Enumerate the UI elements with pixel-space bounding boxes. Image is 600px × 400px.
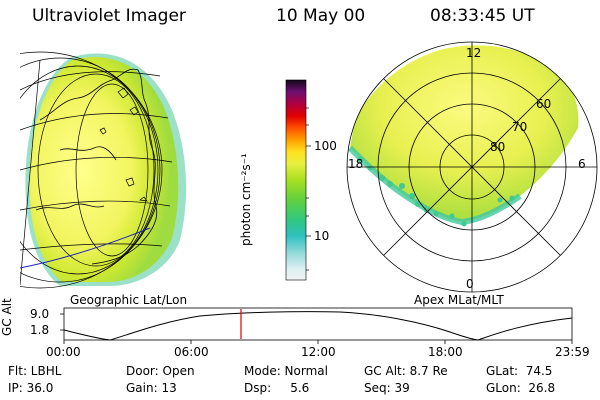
polar-panel-label: Apex MLat/MLT [414,293,504,307]
geographic-panel-label: Geographic Lat/Lon [70,293,188,307]
polar-plot [346,41,598,293]
time-tick-1800: 18:00 [428,345,463,359]
time-tick-0600: 06:00 [174,345,209,359]
time-tick-1200: 12:00 [301,345,336,359]
alt-tick-1-8: 1.8 [30,323,50,337]
geographic-panel [20,51,187,289]
mlt-label-18: 18 [348,157,364,171]
info-glon: GLon: 26.8 [486,381,556,395]
date-label: 10 May 00 [276,6,366,26]
colorbar-tick-10: 10 [314,229,330,243]
mlt-label-6: 6 [578,157,586,171]
info-door: Door: Open [126,364,195,378]
colorbar-unit: photon cm⁻²s⁻¹ [239,153,253,246]
info-dsp: Dsp: 5.6 [244,381,310,395]
altitude-curve [63,311,573,341]
mlat-label-60: 60 [536,97,552,111]
info-mode: Mode: Normal [244,364,328,378]
mlt-label-0: 0 [466,277,474,291]
info-seq: Seq: 39 [364,381,410,395]
time-tick-0000: 00:00 [46,345,81,359]
info-gcalt: GC Alt: 8.7 Re [364,364,448,378]
mlt-label-12: 12 [466,46,482,60]
coastline-islands [99,87,148,202]
mlat-label-80: 80 [490,140,506,154]
info-glat: GLat: 74.5 [486,364,553,378]
polar-auroral-region [350,45,579,223]
info-flt: Flt: LBHL [8,364,62,378]
altitude-plot [60,307,573,344]
colorbar [285,79,307,281]
info-gain: Gain: 13 [126,381,177,395]
instrument-title: Ultraviolet Imager [32,6,186,26]
time-label: 08:33:45 UT [430,6,535,26]
colorbar-tick-100: 100 [314,139,337,153]
time-tick-2359: 23:59 [555,345,590,359]
dayglow-region [29,56,179,283]
alt-axis-title: GC Alt [0,298,14,336]
coastline [35,68,158,265]
mlat-label-70: 70 [512,120,528,134]
orbit-track [20,227,151,269]
info-ip: IP: 36.0 [8,381,54,395]
alt-tick-9: 9.0 [30,307,50,321]
